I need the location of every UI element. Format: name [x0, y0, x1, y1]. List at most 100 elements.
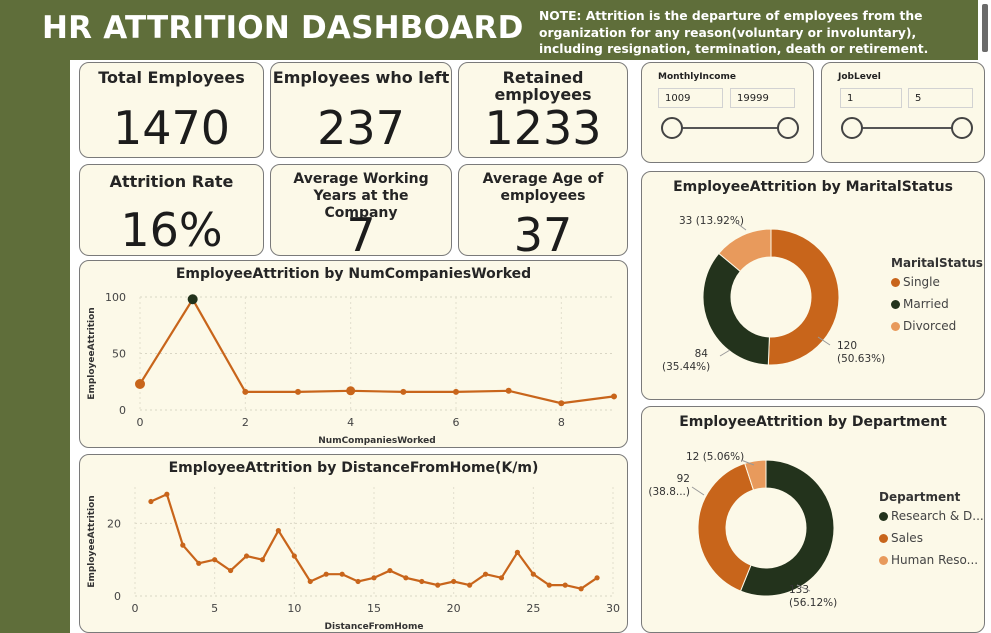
data-label: (35.44%) [662, 361, 710, 373]
data-point [323, 571, 329, 577]
kpi-total-employees-card[interactable]: Total Employees 1470 [79, 62, 264, 158]
job-level-min-input[interactable]: 1 [840, 88, 902, 108]
legend-title: Department [879, 490, 961, 504]
kpi-label: Employees who left [272, 68, 450, 87]
x-tick-label: 0 [132, 602, 139, 615]
kpi-value: 7 [346, 208, 376, 262]
y-axis-label: EmployeeAttrition [87, 307, 97, 399]
left-sidebar [0, 0, 70, 633]
data-label-line: (50.63%) [837, 353, 885, 365]
legend-item-research[interactable]: Research & D... [879, 509, 984, 523]
x-tick-label: 30 [606, 602, 620, 615]
data-label-line: 84 [695, 348, 709, 360]
legend-item-single[interactable]: Single [891, 275, 940, 289]
legend-title: MaritalStatus [891, 256, 983, 270]
kpi-label: Attrition Rate [109, 172, 234, 191]
kpi-attrition-rate-card[interactable]: Attrition Rate 16% [79, 164, 264, 256]
leader-line [691, 486, 705, 496]
data-point [291, 553, 297, 559]
series-line [139, 297, 615, 405]
kpi-avg-age-card[interactable]: Average Age of employees 37 [458, 164, 628, 258]
slicer-title: JobLevel [838, 72, 881, 82]
department-donut: 133 (56.12%) 92 (38.8...) 12 (5.06%) [648, 451, 837, 609]
donut-slice [744, 459, 767, 491]
data-label-line: 33 (13.92%) [679, 215, 744, 227]
chart-title: EmployeeAttrition by MaritalStatus [673, 179, 953, 195]
data-point [451, 578, 457, 585]
data-label: 120 (50.63%) [837, 340, 885, 365]
y-tick-label: 0 [114, 590, 121, 603]
x-tick-label: 0 [137, 416, 144, 429]
data-point [578, 586, 584, 592]
slider-min-handle [841, 117, 863, 139]
legend-label: Sales [891, 531, 923, 545]
legend-item-divorced[interactable]: Divorced [891, 319, 956, 333]
data-point [558, 400, 565, 407]
data-point [212, 557, 218, 563]
data-label: 92 (38.8...) [648, 473, 690, 498]
data-point [403, 575, 409, 581]
data-label-line: 120 [837, 340, 857, 352]
data-label: 133 (56.12%) [789, 584, 837, 609]
data-label-line: (38.8...) [648, 486, 690, 498]
data-label-line: 12 (5.06%) [686, 451, 744, 463]
kpi-value: 1233 [484, 101, 602, 155]
vertical-scrollbar[interactable] [980, 0, 991, 633]
job-level-range-slider[interactable] [822, 63, 986, 164]
data-point [164, 491, 170, 497]
legend-dot [879, 512, 888, 521]
marital-status-chart-card[interactable]: EmployeeAttrition by MaritalStatus 120 (5… [641, 171, 985, 400]
monthly-income-min-input[interactable]: 1009 [658, 88, 723, 108]
job-level-max-input[interactable]: 5 [908, 88, 973, 108]
data-point [259, 557, 266, 563]
x-tick-label: 25 [526, 602, 540, 615]
data-point [180, 542, 186, 548]
dashboard-title: HR ATTRITION DASHBOARD [42, 10, 524, 46]
leader-line [796, 584, 811, 592]
monthly-income-max-input[interactable]: 19999 [730, 88, 795, 108]
leader-line [719, 349, 731, 357]
x-axis-label: NumCompaniesWorked [318, 436, 435, 446]
legend-item-married[interactable]: Married [891, 297, 949, 311]
kpi-avg-years-card[interactable]: Average Working Years at the Company 7 [270, 164, 452, 262]
marital-status-donut: 120 (50.63%) 84(35.44%) 33 (13.92%) [662, 215, 885, 373]
data-point [187, 294, 198, 305]
distance-line-chart: 0 20 0 5 10 15 20 25 30 DistanceFromHome EmployeeA… [87, 487, 620, 632]
num-companies-chart-card[interactable]: EmployeeAttrition by NumCompaniesWorked … [79, 260, 628, 448]
leader-line [740, 459, 755, 466]
kpi-employees-left-card[interactable]: Employees who left 237 [270, 62, 452, 158]
legend-label: Divorced [903, 319, 957, 333]
data-point [498, 575, 505, 581]
slider-min-handle [661, 117, 683, 139]
legend-item-sales[interactable]: Sales [879, 531, 923, 545]
data-label: 33 (13.92%) [679, 215, 744, 227]
legend-dot [891, 278, 900, 287]
legend-label: Married [903, 297, 949, 311]
data-point [295, 388, 301, 395]
slicer-title: MonthlyIncome [658, 72, 736, 82]
kpi-value: 16% [120, 203, 223, 257]
monthly-income-range-slider[interactable] [642, 63, 815, 164]
data-point [505, 387, 512, 394]
x-tick-label: 4 [347, 416, 354, 429]
department-chart-card[interactable]: EmployeeAttrition by Department 133 (56.1… [641, 406, 985, 633]
data-point [228, 567, 234, 574]
slider-max-handle [777, 117, 799, 139]
y-axis-label: EmployeeAttrition [87, 495, 97, 587]
data-point [453, 388, 459, 395]
legend-dot [879, 534, 888, 543]
kpi-label: Total Employees [98, 68, 245, 87]
kpi-label: Average Working Years at the Company [293, 171, 429, 221]
monthly-income-slicer[interactable]: MonthlyIncome 1009 19999 [641, 62, 814, 163]
y-tick-label: 20 [107, 517, 121, 530]
kpi-retained-card[interactable]: Retained employees 1233 [458, 62, 628, 158]
legend-dot [891, 300, 900, 309]
scrollbar-thumb[interactable] [982, 4, 988, 52]
data-point [546, 582, 552, 588]
data-point [355, 578, 361, 585]
distance-chart-card[interactable]: EmployeeAttrition by DistanceFromHome(K/… [79, 454, 628, 633]
kpi-label: Average Age of employees [482, 171, 604, 204]
data-point [346, 386, 356, 396]
job-level-slicer[interactable]: JobLevel 1 5 [821, 62, 985, 163]
legend-item-hr[interactable]: Human Reso... [879, 553, 978, 567]
